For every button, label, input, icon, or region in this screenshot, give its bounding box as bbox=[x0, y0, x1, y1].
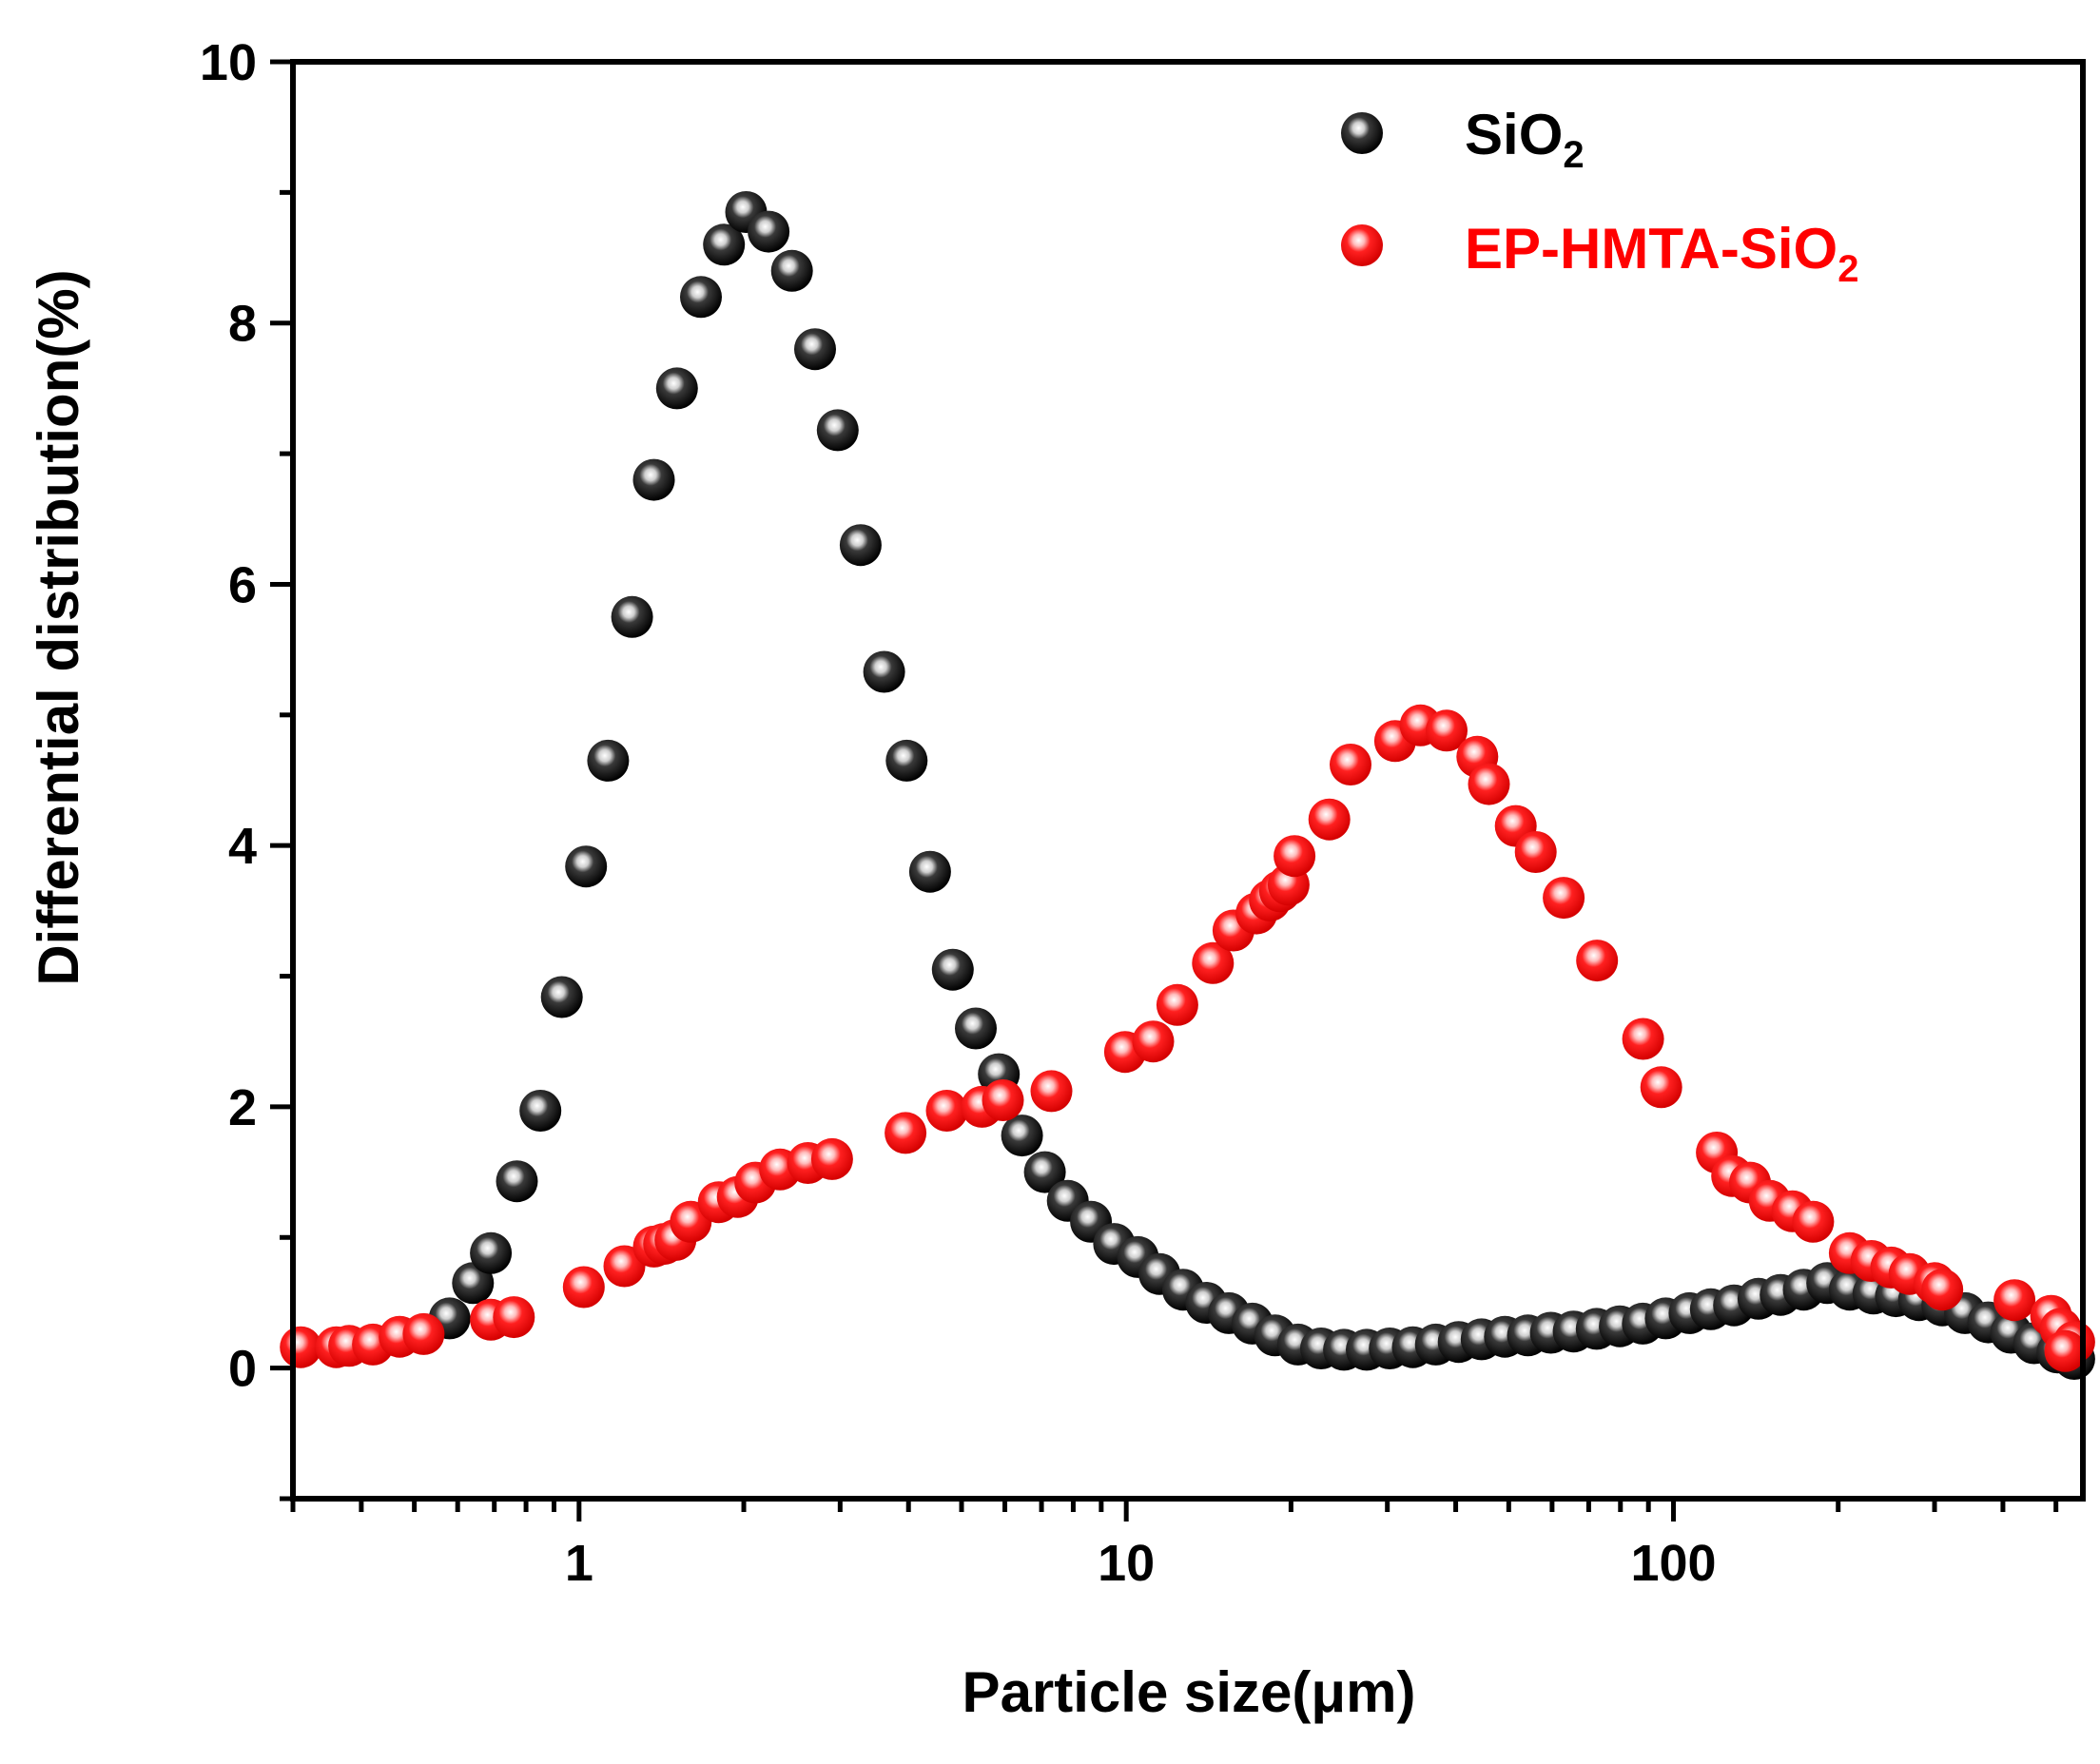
data-point-sio2 bbox=[565, 845, 608, 888]
legend-marker-ep-hmta-sio2 bbox=[1341, 224, 1383, 266]
y-axis-title: Differential distribution(%) bbox=[27, 269, 90, 985]
data-point-ep-hmta-sio2 bbox=[603, 1245, 646, 1288]
axes: 0 2 4 6 8 10 1 10 100 bbox=[200, 34, 2086, 1592]
data-point-ep-hmta-sio2 bbox=[402, 1312, 445, 1355]
y-tick-label: 10 bbox=[200, 34, 257, 91]
data-point-sio2 bbox=[1001, 1115, 1043, 1157]
y-tick-label: 2 bbox=[228, 1079, 257, 1136]
data-point-ep-hmta-sio2 bbox=[493, 1296, 535, 1339]
data-point-sio2 bbox=[748, 210, 790, 253]
data-point-ep-hmta-sio2 bbox=[925, 1090, 968, 1132]
y-tick-label: 0 bbox=[228, 1341, 257, 1398]
legend-label-ep-hmta-sio2: EP-HMTA-SiO2 bbox=[1465, 217, 1858, 290]
data-point-sio2 bbox=[611, 595, 653, 638]
data-point-sio2 bbox=[955, 1007, 997, 1050]
data-point-ep-hmta-sio2 bbox=[1921, 1269, 1964, 1311]
data-point-ep-hmta-sio2 bbox=[885, 1112, 927, 1154]
data-point-ep-hmta-sio2 bbox=[1274, 835, 1316, 878]
data-point-sio2 bbox=[770, 249, 813, 292]
data-point-sio2 bbox=[839, 524, 882, 567]
plot-frame bbox=[290, 59, 2086, 1502]
data-point-ep-hmta-sio2 bbox=[1543, 877, 1585, 920]
data-point-ep-hmta-sio2 bbox=[1514, 831, 1557, 873]
legend-marker-sio2 bbox=[1341, 112, 1383, 154]
data-point-sio2 bbox=[1023, 1151, 1066, 1193]
data-point-sio2 bbox=[632, 458, 675, 501]
data-point-ep-hmta-sio2 bbox=[1640, 1066, 1682, 1109]
y-tick-label: 8 bbox=[228, 296, 257, 353]
data-point-ep-hmta-sio2 bbox=[1792, 1200, 1835, 1243]
data-point-sio2 bbox=[655, 367, 698, 410]
data-point-ep-hmta-sio2 bbox=[1576, 940, 1619, 982]
data-point-sio2 bbox=[816, 409, 859, 452]
data-point-ep-hmta-sio2 bbox=[1308, 798, 1351, 841]
data-point-ep-hmta-sio2 bbox=[1156, 983, 1198, 1026]
data-point-sio2 bbox=[931, 948, 974, 991]
data-point-ep-hmta-sio2 bbox=[1993, 1279, 2036, 1322]
data-point-sio2 bbox=[703, 223, 746, 266]
data-point-ep-hmta-sio2 bbox=[810, 1137, 853, 1180]
data-point-sio2 bbox=[519, 1090, 562, 1132]
data-point-ep-hmta-sio2 bbox=[2044, 1329, 2087, 1372]
data-point-ep-hmta-sio2 bbox=[1192, 941, 1235, 984]
data-point-ep-hmta-sio2 bbox=[982, 1079, 1024, 1121]
data-point-ep-hmta-sio2 bbox=[1426, 709, 1468, 752]
legend-label-sio2: SiO2 bbox=[1465, 103, 1585, 176]
x-tick-label: 10 bbox=[1098, 1535, 1155, 1592]
data-point-sio2 bbox=[587, 739, 630, 782]
y-tick-label: 4 bbox=[228, 818, 257, 875]
data-point-sio2 bbox=[496, 1160, 538, 1203]
data-point-ep-hmta-sio2 bbox=[1132, 1020, 1175, 1063]
data-point-ep-hmta-sio2 bbox=[1030, 1070, 1073, 1113]
x-tick-label: 100 bbox=[1630, 1535, 1716, 1592]
x-axis-title: Particle size(μm) bbox=[962, 1660, 1416, 1724]
data-point-ep-hmta-sio2 bbox=[1330, 744, 1371, 785]
data-point-ep-hmta-sio2 bbox=[1468, 763, 1510, 805]
data-point-sio2 bbox=[885, 739, 928, 782]
data-point-sio2 bbox=[540, 976, 583, 1018]
data-point-sio2 bbox=[908, 850, 951, 893]
data-point-sio2 bbox=[470, 1231, 513, 1274]
data-point-sio2 bbox=[794, 328, 836, 371]
data-series bbox=[280, 191, 2095, 1380]
legend: SiO2 EP-HMTA-SiO2 bbox=[1341, 103, 1858, 290]
x-tick-label: 1 bbox=[565, 1535, 593, 1592]
data-point-sio2 bbox=[680, 276, 722, 319]
data-point-sio2 bbox=[863, 650, 905, 693]
series-sio2 bbox=[428, 191, 2095, 1380]
y-tick-label: 6 bbox=[228, 556, 257, 613]
series-ep-hmta-sio2 bbox=[280, 704, 2095, 1372]
data-point-ep-hmta-sio2 bbox=[1622, 1018, 1664, 1060]
data-point-ep-hmta-sio2 bbox=[562, 1266, 605, 1308]
